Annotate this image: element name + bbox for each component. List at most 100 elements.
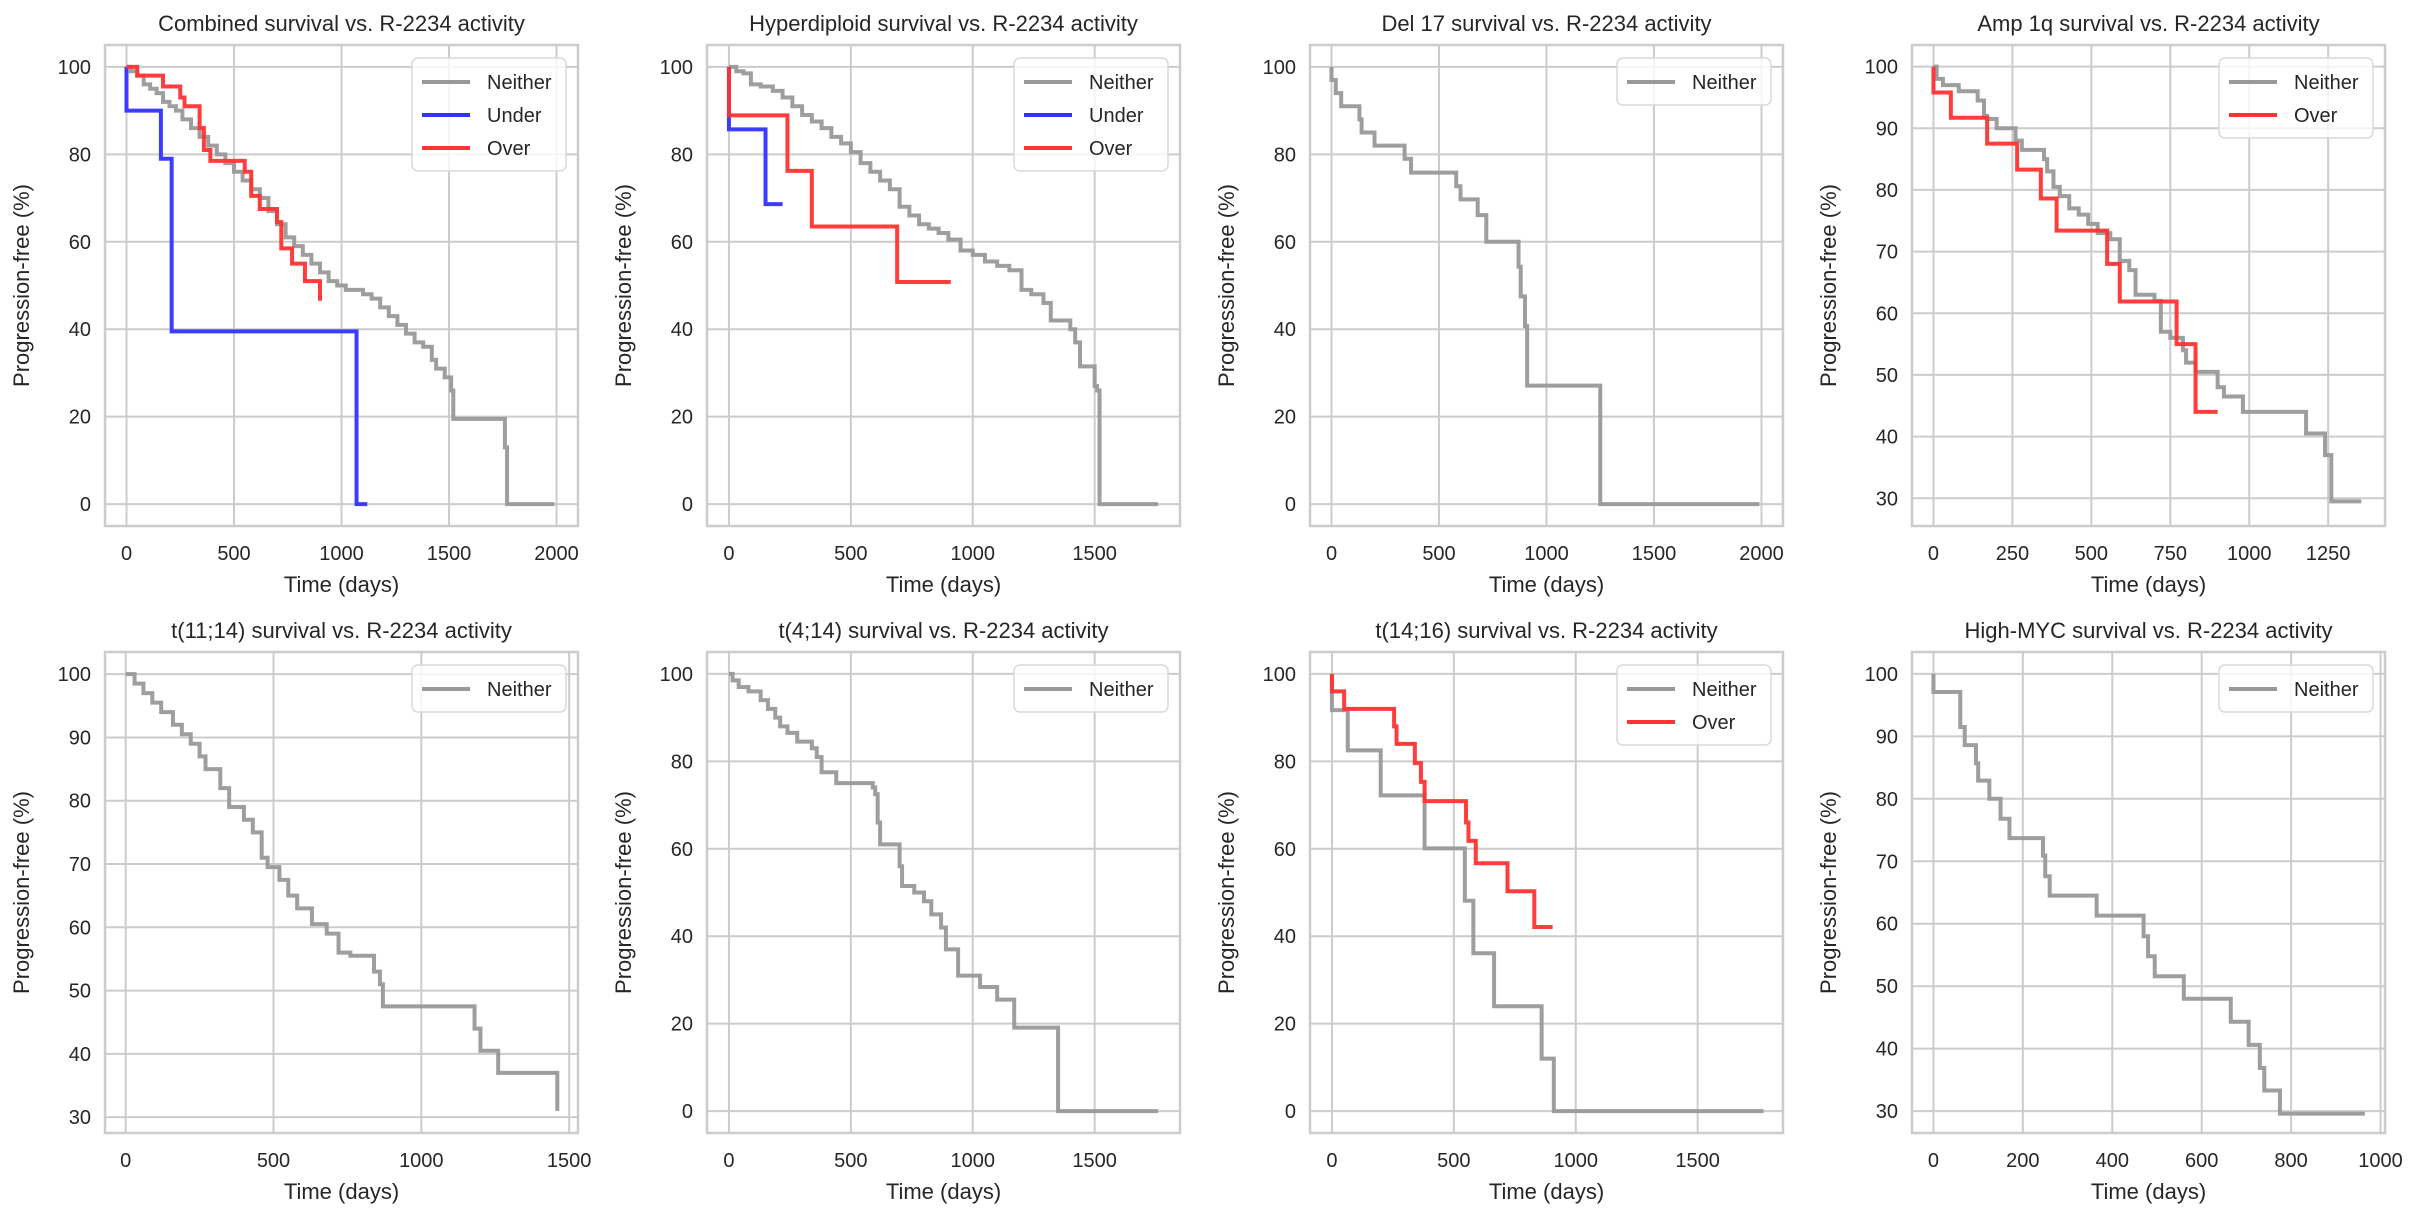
x-tick-label: 0: [1326, 543, 1337, 565]
chart-panel-6: 0 500 1000 1500 0 20 40 60 80 100 t(4;14) survival…: [611, 618, 1182, 1204]
x-tick-label: 0: [120, 1150, 131, 1172]
x-tick-label: 1500: [1072, 543, 1117, 565]
legend-label: Under: [1089, 105, 1144, 127]
y-tick-label: 40: [69, 1044, 91, 1066]
x-tick-label: 0: [1928, 1150, 1939, 1172]
x-tick-label: 500: [1422, 543, 1455, 565]
series-line-neither: [728, 671, 1159, 1114]
y-tick-label: 40: [671, 926, 693, 948]
y-tick-label: 80: [1274, 751, 1296, 773]
y-tick-label: 40: [1876, 1039, 1898, 1061]
series-line-under: [124, 66, 368, 507]
y-tick-label: 30: [1876, 488, 1898, 510]
y-axis-label: Progression-free (%): [1816, 791, 1841, 994]
x-tick-label: 2000: [534, 543, 579, 565]
y-tick-label: 40: [1274, 319, 1296, 341]
legend-label: Neither: [1692, 679, 1757, 701]
x-tick-label: 0: [723, 1150, 734, 1172]
series-line-neither: [728, 64, 1159, 507]
y-tick-label: 80: [671, 751, 693, 773]
y-tick-label: 50: [1876, 365, 1898, 387]
legend-label: Neither: [1089, 72, 1154, 94]
x-tick-label: 1500: [1675, 1150, 1720, 1172]
y-axis-label: Progression-free (%): [611, 184, 636, 387]
y-tick-label: 70: [1876, 851, 1898, 873]
y-tick-label: 100: [1263, 57, 1296, 79]
legend-label: Neither: [1089, 679, 1154, 701]
series-line-over: [1931, 66, 2218, 414]
legend-label: Neither: [2294, 72, 2359, 94]
x-tick-label: 0: [1326, 1150, 1337, 1172]
legend-label: Neither: [1692, 72, 1757, 94]
y-tick-label: 80: [1876, 180, 1898, 202]
y-tick-label: 70: [1876, 242, 1898, 264]
y-tick-label: 20: [671, 1014, 693, 1036]
y-tick-label: 80: [1876, 789, 1898, 811]
legend: Neither Under Over: [1013, 57, 1169, 172]
y-tick-label: 80: [69, 791, 91, 813]
y-tick-label: 70: [69, 854, 91, 876]
legend-box: [1616, 664, 1772, 746]
y-tick-label: 20: [671, 407, 693, 429]
legend-label: Neither: [487, 72, 552, 94]
legend: Neither: [2218, 664, 2374, 713]
series-line-neither: [1329, 66, 1760, 507]
y-tick-label: 100: [58, 57, 91, 79]
y-tick-label: 80: [69, 144, 91, 166]
chart-title: Amp 1q survival vs. R-2234 activity: [1977, 11, 2319, 36]
x-axis-label: Time (days): [1489, 1179, 1604, 1204]
x-tick-label: 500: [257, 1150, 290, 1172]
y-tick-label: 80: [1274, 144, 1296, 166]
series-line-neither: [126, 64, 555, 507]
x-tick-label: 0: [723, 543, 734, 565]
x-tick-label: 1250: [2306, 543, 2351, 565]
y-tick-label: 60: [1274, 839, 1296, 861]
chart-title: t(11;14) survival vs. R-2234 activity: [171, 618, 512, 643]
legend-box: [1616, 57, 1772, 106]
axes-frame: [705, 650, 1182, 1135]
y-axis-label: Progression-free (%): [1816, 184, 1841, 387]
x-tick-label: 500: [2075, 543, 2108, 565]
y-tick-label: 0: [1285, 1101, 1296, 1123]
y-tick-label: 100: [58, 664, 91, 686]
y-tick-label: 60: [69, 232, 91, 254]
x-tick-label: 1000: [399, 1150, 444, 1172]
legend: Neither Over: [2218, 57, 2374, 139]
y-tick-label: 40: [1274, 926, 1296, 948]
chart-title: Del 17 survival vs. R-2234 activity: [1381, 11, 1711, 36]
x-tick-label: 1500: [427, 543, 472, 565]
legend-label: Over: [487, 138, 531, 160]
y-tick-label: 20: [1274, 407, 1296, 429]
y-tick-label: 20: [1274, 1014, 1296, 1036]
legend: Neither: [1616, 57, 1772, 106]
legend-box: [1013, 57, 1169, 172]
y-tick-label: 100: [1865, 664, 1898, 686]
legend-label: Over: [1089, 138, 1133, 160]
chart-panel-4: 0 250 500 750 1000 1250 30 40 50 60 70 80 90 100 Amp 1…: [1816, 11, 2387, 597]
series-line-over: [726, 66, 951, 285]
y-tick-label: 60: [69, 917, 91, 939]
x-tick-label: 1000: [1524, 543, 1569, 565]
chart-panel-8: 0 200 400 600 800 1000 30 40 50 60 70 80 90 100 High-M…: [1816, 618, 2403, 1204]
legend: Neither: [411, 664, 567, 713]
x-axis-label: Time (days): [2091, 1179, 2206, 1204]
chart-title: Hyperdiploid survival vs. R-2234 activit…: [749, 11, 1138, 36]
chart-title: Combined survival vs. R-2234 activity: [158, 11, 525, 36]
x-tick-label: 1000: [951, 543, 996, 565]
chart-panel-1: 0 500 1000 1500 2000 0 20 40 60 80 100 Combined sur…: [9, 11, 580, 597]
y-axis-label: Progression-free (%): [1214, 184, 1239, 387]
x-tick-label: 1000: [2358, 1150, 2403, 1172]
legend: Neither: [1013, 664, 1169, 713]
series-line-over: [126, 64, 322, 301]
y-tick-label: 90: [1876, 118, 1898, 140]
legend: Neither Under Over: [411, 57, 567, 172]
x-tick-label: 800: [2274, 1150, 2307, 1172]
x-tick-label: 500: [1437, 1150, 1470, 1172]
legend: Neither Over: [1616, 664, 1772, 746]
x-tick-label: 1500: [547, 1150, 592, 1172]
y-tick-label: 0: [682, 1101, 693, 1123]
x-tick-label: 400: [2096, 1150, 2129, 1172]
x-tick-label: 0: [121, 543, 132, 565]
y-tick-label: 90: [1876, 726, 1898, 748]
